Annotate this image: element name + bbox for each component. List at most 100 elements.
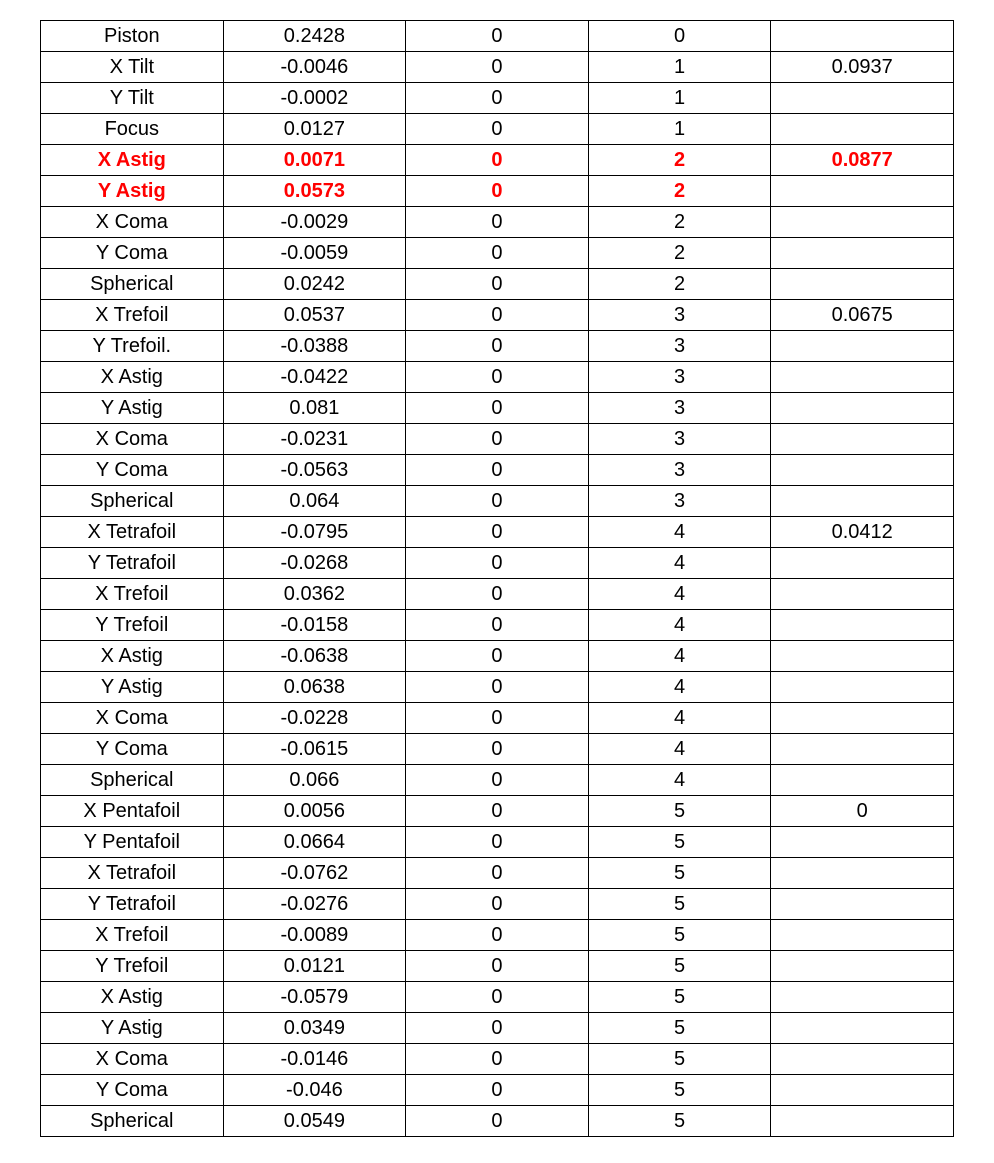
- order-cell: 2: [588, 145, 771, 176]
- name-cell: Y Tetrafoil: [41, 889, 224, 920]
- value-cell: -0.0146: [223, 1044, 406, 1075]
- value-cell: -0.0276: [223, 889, 406, 920]
- value-cell: -0.0563: [223, 455, 406, 486]
- col3-cell: 0: [406, 827, 589, 858]
- name-cell: Y Coma: [41, 1075, 224, 1106]
- group-cell: [771, 1075, 954, 1106]
- order-cell: 1: [588, 52, 771, 83]
- name-cell: X Trefoil: [41, 579, 224, 610]
- order-cell: 5: [588, 827, 771, 858]
- group-cell: [771, 703, 954, 734]
- value-cell: -0.0795: [223, 517, 406, 548]
- group-cell: [771, 393, 954, 424]
- group-cell: [771, 424, 954, 455]
- col3-cell: 0: [406, 21, 589, 52]
- name-cell: Y Tilt: [41, 83, 224, 114]
- col3-cell: 0: [406, 362, 589, 393]
- group-cell: [771, 207, 954, 238]
- col3-cell: 0: [406, 951, 589, 982]
- order-cell: 5: [588, 889, 771, 920]
- name-cell: Y Astig: [41, 1013, 224, 1044]
- table-row: Y Coma-0.056303: [41, 455, 954, 486]
- value-cell: 0.0121: [223, 951, 406, 982]
- name-cell: Spherical: [41, 765, 224, 796]
- value-cell: -0.0579: [223, 982, 406, 1013]
- name-cell: X Astig: [41, 641, 224, 672]
- name-cell: X Coma: [41, 207, 224, 238]
- group-cell: [771, 827, 954, 858]
- order-cell: 4: [588, 548, 771, 579]
- group-cell: [771, 858, 954, 889]
- group-cell: [771, 455, 954, 486]
- table-row: Y Astig0.034905: [41, 1013, 954, 1044]
- order-cell: 3: [588, 424, 771, 455]
- col3-cell: 0: [406, 486, 589, 517]
- name-cell: X Tetrafoil: [41, 517, 224, 548]
- group-cell: [771, 114, 954, 145]
- group-cell: [771, 486, 954, 517]
- col3-cell: 0: [406, 455, 589, 486]
- name-cell: X Astig: [41, 982, 224, 1013]
- table-row: X Coma-0.022804: [41, 703, 954, 734]
- group-cell: [771, 951, 954, 982]
- name-cell: Spherical: [41, 486, 224, 517]
- table-row: X Trefoil-0.008905: [41, 920, 954, 951]
- table-row: Focus0.012701: [41, 114, 954, 145]
- group-cell: [771, 1013, 954, 1044]
- value-cell: 0.0242: [223, 269, 406, 300]
- order-cell: 5: [588, 920, 771, 951]
- col3-cell: 0: [406, 1075, 589, 1106]
- group-cell: [771, 672, 954, 703]
- table-row: Y Coma-0.061504: [41, 734, 954, 765]
- value-cell: -0.0059: [223, 238, 406, 269]
- table-row: X Astig0.0071020.0877: [41, 145, 954, 176]
- table-row: Y Astig0.057302: [41, 176, 954, 207]
- value-cell: 0.066: [223, 765, 406, 796]
- value-cell: 0.0573: [223, 176, 406, 207]
- table-row: Spherical0.06403: [41, 486, 954, 517]
- col3-cell: 0: [406, 145, 589, 176]
- col3-cell: 0: [406, 1106, 589, 1137]
- group-cell: [771, 982, 954, 1013]
- group-cell: [771, 548, 954, 579]
- table-row: Y Tetrafoil-0.027605: [41, 889, 954, 920]
- name-cell: Y Pentafoil: [41, 827, 224, 858]
- order-cell: 3: [588, 455, 771, 486]
- name-cell: Y Astig: [41, 176, 224, 207]
- table-row: Y Pentafoil0.066405: [41, 827, 954, 858]
- value-cell: -0.0228: [223, 703, 406, 734]
- group-cell: [771, 920, 954, 951]
- table-row: X Tilt-0.0046010.0937: [41, 52, 954, 83]
- col3-cell: 0: [406, 83, 589, 114]
- value-cell: 0.0349: [223, 1013, 406, 1044]
- value-cell: -0.0158: [223, 610, 406, 641]
- table-row: Y Coma-0.04605: [41, 1075, 954, 1106]
- order-cell: 5: [588, 982, 771, 1013]
- name-cell: X Tetrafoil: [41, 858, 224, 889]
- group-cell: [771, 176, 954, 207]
- table-row: Y Coma-0.005902: [41, 238, 954, 269]
- group-cell: [771, 734, 954, 765]
- order-cell: 5: [588, 1106, 771, 1137]
- name-cell: Y Trefoil: [41, 951, 224, 982]
- value-cell: 0.081: [223, 393, 406, 424]
- col3-cell: 0: [406, 517, 589, 548]
- table-row: Spherical0.054905: [41, 1106, 954, 1137]
- value-cell: -0.0615: [223, 734, 406, 765]
- table-row: Y Astig0.063804: [41, 672, 954, 703]
- col3-cell: 0: [406, 114, 589, 145]
- col3-cell: 0: [406, 889, 589, 920]
- table-row: X Coma-0.014605: [41, 1044, 954, 1075]
- name-cell: X Coma: [41, 703, 224, 734]
- order-cell: 5: [588, 1075, 771, 1106]
- table-row: X Astig-0.063804: [41, 641, 954, 672]
- table-row: Spherical0.06604: [41, 765, 954, 796]
- group-cell: 0.0877: [771, 145, 954, 176]
- name-cell: X Tilt: [41, 52, 224, 83]
- value-cell: -0.0422: [223, 362, 406, 393]
- value-cell: -0.0231: [223, 424, 406, 455]
- name-cell: Y Tetrafoil: [41, 548, 224, 579]
- group-cell: [771, 579, 954, 610]
- name-cell: X Pentafoil: [41, 796, 224, 827]
- order-cell: 4: [588, 703, 771, 734]
